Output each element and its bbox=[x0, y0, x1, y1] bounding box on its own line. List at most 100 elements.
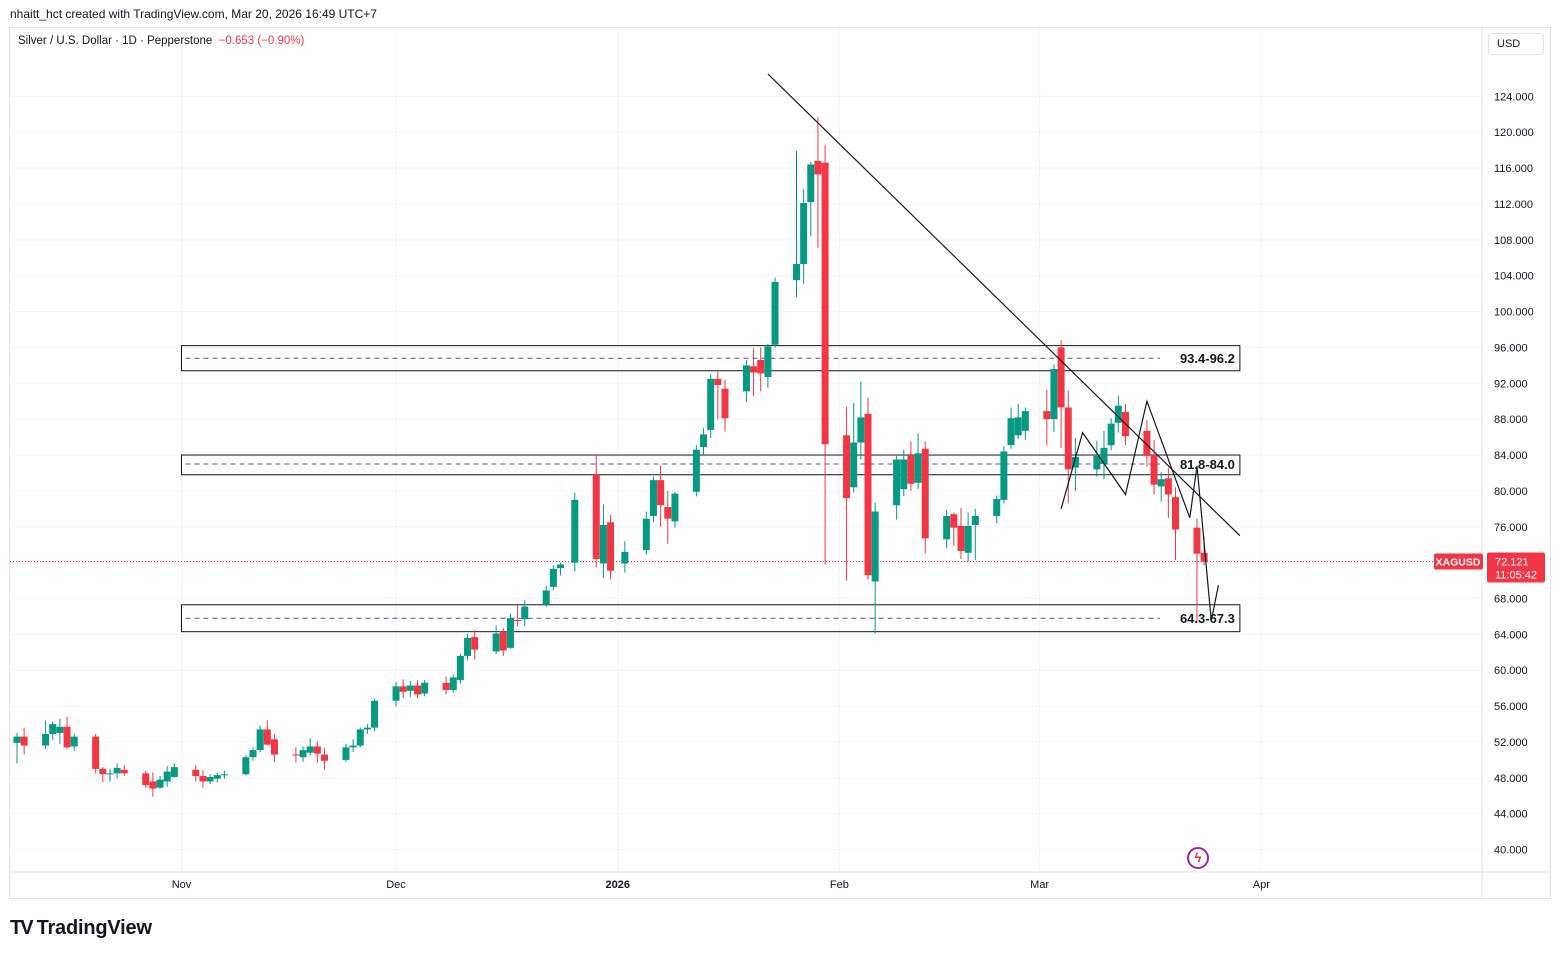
currency-button[interactable]: USD bbox=[1488, 33, 1544, 55]
price-tick-label: 84.000 bbox=[1494, 450, 1528, 462]
candle-up bbox=[1050, 364, 1058, 432]
candle-body bbox=[914, 453, 922, 483]
time-tick-label: Apr bbox=[1253, 879, 1270, 891]
candle-body bbox=[642, 518, 650, 551]
candle-body bbox=[649, 480, 657, 517]
candle-body bbox=[442, 682, 450, 690]
tradingview-mark-icon: TV bbox=[10, 917, 34, 939]
candle-body bbox=[142, 773, 150, 786]
zone-box bbox=[180, 604, 1241, 633]
candle-down bbox=[1172, 487, 1180, 560]
candle-up bbox=[363, 724, 371, 734]
candle-body bbox=[621, 551, 629, 564]
candle-down bbox=[843, 406, 851, 581]
candle-down bbox=[714, 370, 722, 420]
candle-body bbox=[321, 754, 329, 761]
candle-body bbox=[714, 378, 722, 386]
candle-body bbox=[592, 474, 600, 560]
symbol-legend[interactable]: Silver / U.S. Dollar · 1D · Pepperstone … bbox=[18, 35, 304, 47]
candle-down bbox=[864, 397, 872, 580]
candle-body bbox=[421, 682, 429, 694]
candle-up bbox=[1157, 472, 1165, 502]
candle-down bbox=[514, 604, 522, 627]
candle-body bbox=[964, 525, 972, 553]
candle-up bbox=[449, 674, 457, 693]
candle-down bbox=[907, 441, 915, 491]
candle-body bbox=[492, 633, 500, 652]
candle-body bbox=[163, 771, 171, 782]
candle-body bbox=[950, 514, 958, 528]
chart-frame bbox=[9, 27, 1551, 899]
candle-up bbox=[156, 776, 164, 789]
candle-body bbox=[356, 729, 364, 746]
candle-body bbox=[742, 365, 750, 392]
candle-body bbox=[1200, 552, 1208, 562]
candle-up bbox=[1014, 403, 1022, 439]
candle-body bbox=[199, 776, 207, 782]
tradingview-logo[interactable]: TV TradingView bbox=[10, 917, 152, 940]
candle-body bbox=[1100, 447, 1108, 464]
candle-down bbox=[1057, 340, 1065, 448]
candle-up bbox=[342, 743, 350, 762]
time-tick-label: Nov bbox=[172, 879, 192, 891]
candle-down bbox=[120, 765, 128, 777]
candle-body bbox=[1164, 478, 1172, 495]
price-tick-label: 52.000 bbox=[1494, 737, 1528, 749]
candle-down bbox=[499, 628, 507, 656]
candle-body bbox=[70, 736, 78, 747]
candle-body bbox=[120, 769, 128, 774]
candle-body bbox=[192, 769, 200, 777]
candle-up bbox=[349, 739, 357, 752]
time-tick-label: Dec bbox=[386, 879, 406, 891]
price-tick-label: 48.000 bbox=[1494, 773, 1528, 785]
candle-body bbox=[1014, 417, 1022, 436]
candle-up bbox=[857, 381, 865, 460]
candle-body bbox=[1043, 411, 1051, 420]
candle-body bbox=[807, 164, 815, 203]
candle-body bbox=[764, 346, 772, 378]
candle-body bbox=[514, 620, 522, 622]
candle-up bbox=[599, 504, 607, 578]
candle-body bbox=[249, 750, 257, 758]
candle-body bbox=[1071, 456, 1079, 468]
candle-body bbox=[771, 281, 779, 345]
candle-body bbox=[1007, 418, 1015, 446]
candle-up bbox=[1107, 418, 1115, 451]
candle-down bbox=[657, 465, 665, 527]
candle-up bbox=[213, 772, 221, 783]
candle-body bbox=[857, 417, 865, 443]
price-tick-label: 68.000 bbox=[1494, 594, 1528, 606]
price-tick-label: 76.000 bbox=[1494, 522, 1528, 534]
candle-down bbox=[321, 748, 329, 770]
candle-body bbox=[893, 459, 901, 506]
candle-up bbox=[1071, 437, 1079, 491]
candle-body bbox=[406, 685, 414, 691]
candle-body bbox=[993, 498, 1001, 517]
candle-body bbox=[20, 736, 28, 746]
price-tag-countdown: 11:05:42 bbox=[1495, 570, 1537, 582]
candle-down bbox=[399, 679, 407, 699]
candle-body bbox=[464, 637, 472, 656]
candle-body bbox=[42, 733, 50, 746]
candle-up bbox=[542, 585, 550, 607]
candle-down bbox=[821, 145, 829, 565]
candle-body bbox=[571, 499, 579, 563]
pattern-zigzag bbox=[1060, 399, 1219, 622]
candle-body bbox=[92, 736, 100, 769]
candle-up bbox=[792, 151, 800, 298]
candle-down bbox=[313, 741, 321, 763]
candle-up bbox=[871, 502, 879, 634]
candle-up bbox=[800, 188, 808, 284]
candle-down bbox=[99, 767, 107, 783]
candle-body bbox=[413, 685, 421, 695]
price-tick-label: 108.000 bbox=[1494, 235, 1534, 247]
candle-body bbox=[871, 511, 879, 582]
lightning-icon[interactable]: ϟ bbox=[1187, 847, 1209, 869]
candle-up bbox=[549, 565, 557, 591]
candle-down bbox=[192, 765, 200, 782]
price-tick-label: 116.000 bbox=[1494, 163, 1533, 175]
candle-body bbox=[399, 686, 407, 692]
candle-up bbox=[392, 681, 400, 707]
candle-up bbox=[49, 721, 57, 741]
